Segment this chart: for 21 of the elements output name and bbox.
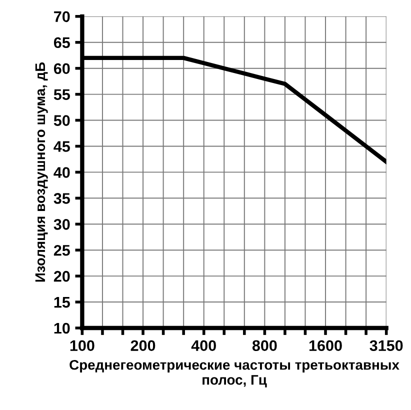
y-tick-label: 50 bbox=[54, 115, 70, 126]
y-tick-label: 55 bbox=[54, 89, 70, 100]
y-tick-label: 45 bbox=[54, 141, 70, 152]
x-tick-label: 1600 bbox=[309, 340, 342, 352]
y-tick-label: 65 bbox=[54, 37, 70, 48]
x-tick-label: 3150 bbox=[370, 340, 403, 352]
y-tick-label: 30 bbox=[54, 219, 70, 230]
x-axis-title: Среднегеометрические частоты третьоктавных полос, Гц bbox=[70, 360, 400, 388]
y-tick-label: 60 bbox=[54, 63, 70, 74]
y-tick-label: 10 bbox=[54, 322, 70, 334]
x-tick-label: 800 bbox=[252, 340, 277, 352]
x-tick-label: 400 bbox=[191, 340, 216, 352]
x-tick-label: 200 bbox=[130, 340, 156, 352]
y-tick-label: 25 bbox=[54, 244, 70, 256]
y-tick-label: 70 bbox=[54, 11, 70, 22]
y-tick-label: 40 bbox=[54, 167, 70, 178]
y-tick-label: 20 bbox=[54, 270, 70, 282]
y-tick-label: 15 bbox=[54, 297, 70, 308]
x-tick-label: 100 bbox=[70, 340, 94, 352]
y-tick-label: 35 bbox=[54, 193, 70, 204]
y-axis-title: Изоляция воздушного шума, дБ bbox=[35, 62, 48, 282]
